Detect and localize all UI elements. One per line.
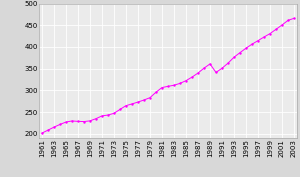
Point [160,86,164,89]
Point [244,47,248,50]
Point [124,104,128,107]
Point [256,39,260,42]
Point [40,132,44,135]
Point [130,102,134,105]
Point [64,121,68,123]
Point [196,72,200,75]
Point [46,129,50,132]
Point [238,51,242,54]
Point [226,62,230,65]
Point [274,28,278,31]
Point [268,32,272,35]
Point [112,112,116,115]
Point [106,114,110,116]
Point [58,123,62,126]
Point [220,67,224,70]
Point [214,71,218,74]
Point [208,62,212,65]
Point [136,101,140,104]
Point [100,115,104,117]
Point [142,99,146,101]
Point [292,17,296,20]
Point [82,120,86,123]
Point [178,82,182,85]
Point [88,119,92,122]
Point [262,36,266,38]
Point [202,67,206,70]
Point [232,56,236,59]
Point [184,79,188,82]
Point [76,120,80,123]
Point [148,96,152,99]
Point [172,84,176,87]
Point [118,108,122,111]
Point [52,126,56,129]
Point [70,119,74,122]
Point [94,117,98,120]
Point [250,43,254,46]
Point [280,24,284,26]
Point [166,85,170,88]
Point [190,76,194,79]
Point [154,91,158,94]
Point [286,19,290,22]
